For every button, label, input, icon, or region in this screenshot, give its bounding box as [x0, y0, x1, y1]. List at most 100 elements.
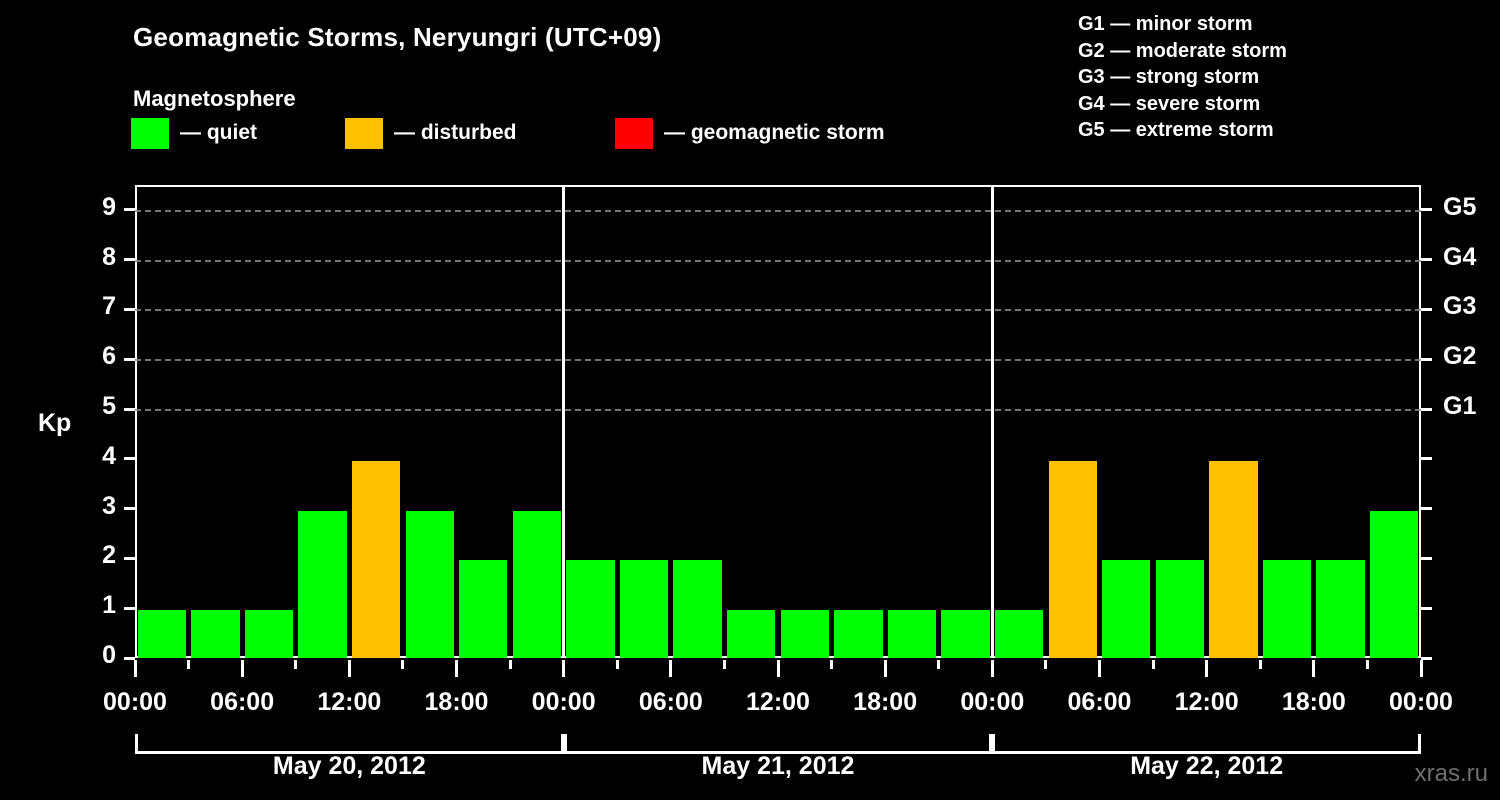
x-axis-tick — [990, 660, 994, 677]
bar-kp — [244, 610, 294, 658]
x-axis-label: 18:00 — [853, 688, 918, 716]
y-axis-tick — [124, 556, 135, 560]
legend-item-label: — quiet — [180, 121, 257, 144]
y-axis-tick — [124, 656, 135, 660]
x-axis-tick — [1312, 660, 1316, 677]
geomagnetic-storm-swatch-icon — [615, 117, 653, 149]
x-axis-tick — [1151, 660, 1155, 669]
bar-kp — [834, 610, 883, 658]
x-axis-tick — [347, 660, 351, 677]
x-axis-label: 06:00 — [210, 688, 275, 716]
gridline-kp-8 — [135, 259, 1421, 262]
x-axis-tick — [1205, 660, 1209, 677]
y-axis-label-7: 7 — [102, 292, 116, 321]
y-axis-title: Kp — [38, 409, 72, 437]
x-axis-tick — [1258, 660, 1262, 669]
right-axis-label-G2: G2 — [1443, 342, 1477, 371]
x-axis-label: 12:00 — [746, 688, 810, 716]
legend-item-disturbed: — disturbed — [345, 117, 517, 149]
x-axis-label: 12:00 — [1174, 688, 1239, 716]
right-axis-label-G5: G5 — [1443, 192, 1477, 221]
x-axis-label: 12:00 — [317, 688, 382, 716]
g-scale-legend: G1 — minor storm G2 — moderate storm G3 — … — [1078, 11, 1287, 144]
bar-kp — [191, 610, 240, 658]
chart-plot-area — [135, 185, 1421, 658]
bar-kp — [137, 610, 186, 658]
y-axis-label-8: 8 — [102, 242, 116, 271]
x-axis-label: 06:00 — [1067, 688, 1132, 716]
disturbed-swatch-icon — [345, 117, 383, 149]
y-axis-tick — [124, 307, 135, 311]
x-axis-label: 00:00 — [531, 688, 596, 716]
y-axis-label-3: 3 — [102, 491, 116, 520]
day-bracket — [563, 734, 993, 754]
x-axis-tick — [1098, 660, 1101, 677]
right-axis-label-G1: G1 — [1443, 392, 1477, 421]
y-axis-tick — [124, 457, 135, 461]
gridline-kp-5 — [135, 409, 1421, 412]
bar-kp — [1316, 560, 1365, 658]
bar-kp — [941, 610, 990, 658]
x-axis-tick — [1365, 660, 1369, 669]
right-axis-tick — [1421, 556, 1432, 560]
y-axis-label-4: 4 — [102, 441, 116, 470]
legend-item-label: — geomagnetic storm — [664, 121, 885, 144]
right-axis-tick — [1421, 457, 1432, 461]
x-axis-tick — [937, 660, 941, 669]
right-axis-tick — [1421, 407, 1432, 411]
g-scale-row-5: G5 — extreme storm — [1078, 119, 1274, 141]
legend-item-geomagnetic-storm: — geomagnetic storm — [615, 117, 885, 149]
day-brackets — [135, 734, 1421, 756]
day-bracket — [992, 734, 1421, 754]
watermark: xras.ru — [1414, 760, 1488, 787]
bar-kp — [727, 610, 776, 658]
x-axis-tick — [776, 660, 780, 677]
x-axis-tick — [883, 660, 887, 677]
y-axis-label-6: 6 — [102, 342, 116, 371]
right-axis-tick — [1421, 258, 1432, 262]
bar-kp — [351, 460, 401, 658]
day-separator — [562, 185, 566, 658]
bar-kp — [405, 510, 454, 658]
right-axis-tick — [1421, 357, 1432, 361]
y-axis-label-1: 1 — [102, 591, 116, 620]
bar-kp — [1370, 510, 1419, 658]
y-axis-tick — [124, 208, 135, 212]
x-axis-tick — [562, 660, 566, 677]
y-axis-tick — [124, 357, 135, 361]
x-axis-tick — [1044, 660, 1048, 669]
y-axis-tick — [124, 507, 135, 511]
bar-kp — [673, 560, 722, 658]
gridline-kp-7 — [135, 309, 1421, 312]
y-axis-label-5: 5 — [102, 392, 116, 421]
x-axis-label: 06:00 — [638, 688, 703, 716]
bar-kp — [619, 560, 669, 658]
right-axis-tick — [1421, 656, 1432, 660]
gridline-kp-6 — [135, 359, 1421, 362]
x-axis-tick — [722, 660, 726, 669]
x-axis-tick — [240, 660, 244, 677]
g-scale-row-3: G3 — strong storm — [1078, 66, 1260, 88]
legend-item-label: — disturbed — [394, 121, 517, 144]
y-axis-label-0: 0 — [102, 641, 116, 669]
bar-kp — [994, 610, 1044, 658]
right-axis-label-G3: G3 — [1443, 292, 1477, 321]
g-scale-row-2: G2 — moderate storm — [1078, 39, 1287, 62]
day-label: May 20, 2012 — [272, 752, 426, 780]
x-axis-tick — [401, 660, 405, 669]
legend-item-quiet: — quiet — [131, 117, 257, 149]
right-axis-tick — [1421, 606, 1432, 610]
quiet-swatch-icon — [131, 117, 169, 149]
day-label: May 22, 2012 — [1130, 752, 1284, 780]
x-axis-tick — [455, 660, 458, 677]
bar-kp — [1209, 460, 1258, 658]
x-axis-label: 18:00 — [1281, 688, 1346, 716]
bar-kp — [566, 560, 615, 658]
plot-frame — [135, 185, 1421, 658]
x-axis-tick — [133, 660, 137, 677]
day-label: May 21, 2012 — [701, 752, 855, 780]
x-axis-tick — [1419, 660, 1423, 677]
x-axis-tick — [830, 660, 834, 669]
day-bracket — [135, 734, 564, 754]
bar-kp — [298, 510, 347, 658]
